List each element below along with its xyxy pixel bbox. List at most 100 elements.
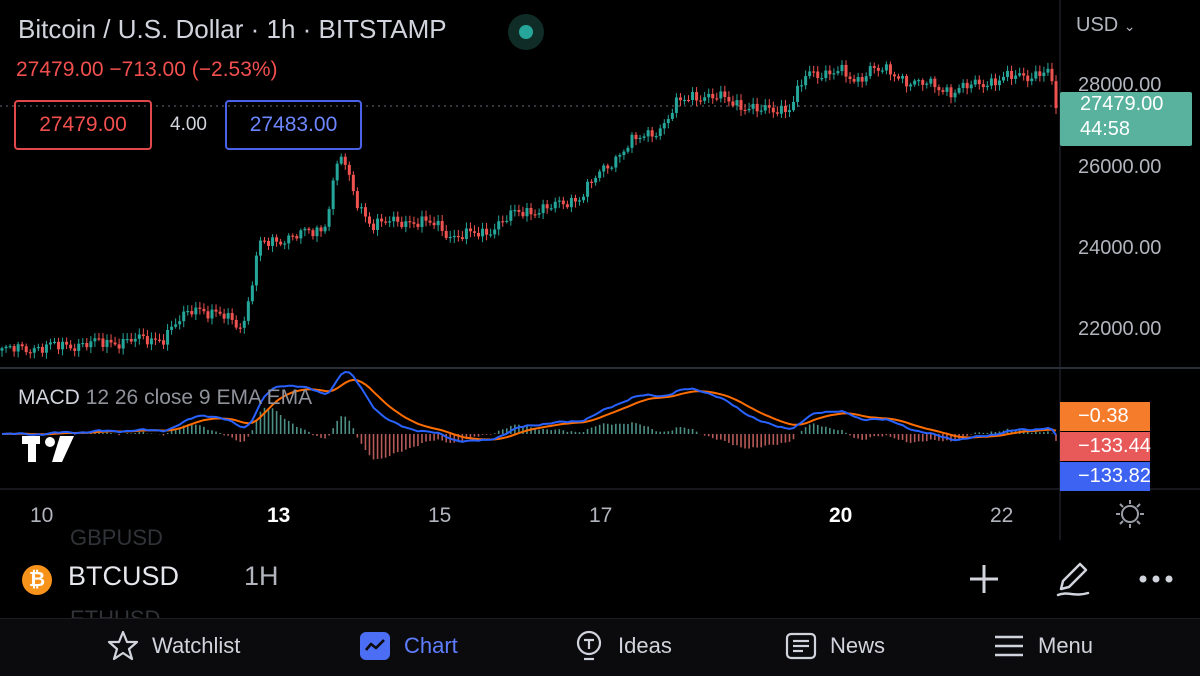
candle-body: [1026, 75, 1030, 82]
candle-body: [1006, 70, 1010, 77]
candle-body: [101, 338, 105, 347]
candle-body: [339, 156, 343, 164]
candle-body: [153, 338, 157, 340]
tab-chart[interactable]: Chart: [358, 628, 458, 664]
time-label: 22: [990, 504, 1014, 527]
tab-watchlist[interactable]: Watchlist: [106, 628, 240, 664]
candle-body: [820, 78, 824, 80]
candle-body: [606, 165, 610, 169]
candle-body: [73, 348, 77, 351]
candle-body: [182, 311, 186, 322]
candle-body: [1038, 71, 1042, 76]
candle-body: [977, 79, 981, 85]
tradingview-logo: [22, 436, 74, 462]
candle-body: [1010, 70, 1014, 79]
candle-body: [327, 209, 331, 227]
tab-ideas[interactable]: Ideas: [572, 628, 672, 664]
candle-body: [888, 64, 892, 75]
tab-menu[interactable]: Menu: [992, 628, 1093, 664]
candle-body: [553, 201, 557, 209]
candle-body: [105, 339, 109, 347]
candle-body: [957, 87, 961, 93]
candle-body: [735, 100, 739, 106]
price-change-quote: 27479.00 −713.00 (−2.53%): [16, 58, 278, 81]
candle-body: [594, 177, 598, 183]
candle-body: [779, 105, 783, 114]
candle-body: [12, 346, 16, 352]
candle-body: [174, 324, 178, 327]
candle-body: [218, 311, 222, 314]
candle-body: [981, 84, 985, 88]
candle-body: [1002, 76, 1006, 81]
candle-body: [812, 71, 816, 73]
interval-selector[interactable]: 1H: [244, 561, 279, 591]
candle-body: [1054, 81, 1058, 109]
candle-body: [206, 311, 210, 319]
candle-body: [642, 136, 646, 138]
candle-body: [57, 341, 61, 350]
candle-body: [993, 78, 997, 86]
candle-body: [856, 77, 860, 82]
candle-body: [497, 221, 501, 230]
drawing-tools-button[interactable]: [1048, 556, 1096, 602]
candle-body: [404, 221, 408, 228]
more-options-button[interactable]: [1132, 556, 1180, 602]
candle-body: [989, 78, 993, 86]
candle-body: [424, 216, 428, 221]
candle-body: [367, 216, 371, 224]
candle-body: [194, 307, 198, 315]
candle-body: [16, 344, 20, 352]
chart-canvas[interactable]: [0, 0, 1200, 540]
candle-body: [129, 338, 133, 342]
candle-body: [852, 78, 856, 82]
buy-button[interactable]: 27483.00: [225, 100, 362, 150]
candle-body: [323, 226, 327, 232]
macd-legend[interactable]: MACD 12 26 close 9 EMA EMA: [18, 386, 312, 410]
currency-selector[interactable]: USD ⌄: [1076, 14, 1136, 37]
candle-body: [448, 236, 452, 239]
symbol-selector[interactable]: BTCUSD: [68, 561, 180, 591]
candle-body: [876, 67, 880, 71]
candle-body: [824, 70, 828, 79]
candle-body: [783, 105, 787, 113]
candle-body: [307, 228, 311, 231]
candle-body: [626, 147, 630, 152]
candle-body: [917, 80, 921, 82]
candle-body: [771, 107, 775, 113]
tab-label: Watchlist: [152, 633, 241, 658]
candle-body: [52, 341, 56, 344]
candle-body: [460, 237, 464, 239]
chart-settings-button[interactable]: [1114, 498, 1146, 530]
candle-body: [840, 64, 844, 72]
candle-body: [969, 84, 973, 89]
candle-body: [363, 207, 367, 217]
tab-news[interactable]: News: [784, 628, 885, 664]
candle-body: [275, 237, 279, 242]
candle-body: [610, 167, 614, 169]
candle-body: [93, 338, 97, 342]
star-icon: [107, 630, 139, 661]
candle-body: [1022, 73, 1026, 76]
add-button[interactable]: [960, 556, 1008, 602]
candle-body: [678, 97, 682, 101]
candle-body: [477, 232, 481, 237]
candle-body: [804, 76, 808, 86]
candle-body: [565, 204, 569, 208]
macd-histogram: [5, 407, 1057, 460]
price-label: 22000.00: [1078, 318, 1162, 340]
candle-body: [81, 342, 85, 345]
price-label: 24000.00: [1078, 237, 1162, 259]
candle-body: [913, 80, 917, 85]
candle-body: [376, 218, 380, 230]
symbol-title[interactable]: Bitcoin / U.S. Dollar · 1h · BITSTAMP: [18, 14, 447, 44]
candle-body: [557, 200, 561, 202]
candle-body: [658, 128, 662, 137]
candle-body: [61, 341, 65, 350]
menu-icon: [995, 635, 1023, 657]
candle-body: [89, 341, 93, 348]
candle-body: [517, 210, 521, 212]
sell-button[interactable]: 27479.00: [14, 100, 152, 150]
candle-body: [222, 313, 226, 319]
candle-body: [412, 222, 416, 224]
time-label: 20: [829, 504, 853, 527]
